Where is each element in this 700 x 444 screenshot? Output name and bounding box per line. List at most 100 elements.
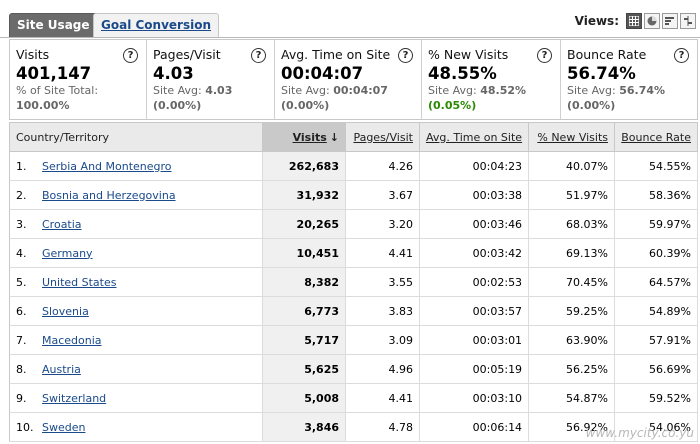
pages-visit-cell: 4.41 <box>345 238 420 268</box>
table-row: 2. Bosnia and Herzegovina 31,932 3.67 00:03:… <box>9 180 699 210</box>
new-visits-cell: 59.25% <box>528 296 615 326</box>
tab-site-usage[interactable]: Site Usage <box>9 13 98 37</box>
avg-time-cell: 00:03:01 <box>419 325 530 355</box>
col-header-visits[interactable]: Visits ↓ <box>261 122 347 152</box>
metric-avg-time: Avg. Time on Site 00:04:07 Site Avg: 00:… <box>275 40 422 119</box>
table-row: 5. United States 8,382 3.55 00:02:53 70.45% 64… <box>9 267 699 297</box>
row-index: 10. <box>16 420 34 434</box>
table-row: 10. Sweden 3,846 4.78 00:06:14 56.92% 54.06% <box>9 412 699 442</box>
pages-visit-cell: 4.78 <box>345 412 420 442</box>
metric-sub-change: (0.05%) <box>428 99 477 112</box>
help-icon[interactable]: ? <box>123 48 138 63</box>
country-link[interactable]: Sweden <box>42 420 86 434</box>
col-header-new-visits[interactable]: % New Visits <box>528 122 615 152</box>
watermark-text: www.mycity.co.yu <box>585 426 694 440</box>
table-row: 3. Croatia 20,265 3.20 00:03:46 68.03% 59.97% <box>9 209 699 239</box>
new-visits-cell: 51.97% <box>528 180 615 210</box>
col-header-pages-visit[interactable]: Pages/Visit <box>345 122 420 152</box>
metric-title: Visits <box>16 47 50 62</box>
metric-value: 56.74% <box>567 64 636 83</box>
metric-sub: Site Avg: 56.74% <box>567 84 666 97</box>
metric-new-visits: % New Visits 48.55% Site Avg: 48.52% (0.… <box>422 40 561 119</box>
report-tab-bar: Site Usage Goal Conversion Views: <box>0 0 700 38</box>
table-row: 1. Serbia And Montenegro 262,683 4.26 00:04:… <box>9 151 699 181</box>
visits-cell: 5,625 <box>262 354 347 384</box>
bounce-rate-cell: 64.57% <box>614 267 699 297</box>
avg-time-cell: 00:04:23 <box>419 151 530 181</box>
metric-sub: Site Avg: 48.52% <box>428 84 527 97</box>
metric-value: 48.55% <box>428 64 497 83</box>
pages-visit-cell: 4.26 <box>345 151 420 181</box>
row-index: 1. <box>16 159 27 173</box>
visits-cell: 5,008 <box>262 383 347 413</box>
help-icon[interactable]: ? <box>398 48 413 63</box>
help-icon[interactable]: ? <box>251 48 266 63</box>
pages-visit-cell: 3.67 <box>345 180 420 210</box>
new-visits-cell: 54.87% <box>528 383 615 413</box>
visits-cell: 3,846 <box>262 412 347 442</box>
country-cell: 10. Sweden <box>9 412 263 442</box>
visits-cell: 10,451 <box>262 238 347 268</box>
country-link[interactable]: Macedonia <box>42 333 102 347</box>
country-link[interactable]: United States <box>42 275 117 289</box>
pie-view-icon[interactable] <box>644 13 660 29</box>
comparison-view-icon[interactable] <box>680 13 696 29</box>
row-index: 2. <box>16 188 27 202</box>
metric-sub-change: (0.00%) <box>281 99 330 112</box>
views-label: Views: <box>574 14 619 28</box>
country-cell: 6. Slovenia <box>9 296 263 326</box>
col-header-avg-time[interactable]: Avg. Time on Site <box>418 122 530 152</box>
pages-visit-cell: 3.09 <box>345 325 420 355</box>
country-link[interactable]: Slovenia <box>42 304 89 318</box>
visits-cell: 20,265 <box>262 209 347 239</box>
country-cell: 9. Switzerland <box>9 383 263 413</box>
metric-title: % New Visits <box>428 47 509 62</box>
row-index: 5. <box>16 275 27 289</box>
country-link[interactable]: Bosnia and Herzegovina <box>42 188 176 202</box>
new-visits-cell: 40.07% <box>528 151 615 181</box>
bounce-rate-cell: 54.89% <box>614 296 699 326</box>
metric-sub-total: 100.00% <box>16 99 70 112</box>
col-header-bounce-rate[interactable]: Bounce Rate <box>613 122 699 152</box>
row-index: 8. <box>16 362 27 376</box>
country-link[interactable]: Croatia <box>42 217 82 231</box>
new-visits-cell: 69.13% <box>528 238 615 268</box>
metric-title: Bounce Rate <box>567 47 647 62</box>
metric-sub-change: (0.00%) <box>567 99 616 112</box>
avg-time-cell: 00:03:10 <box>419 383 530 413</box>
country-cell: 1. Serbia And Montenegro <box>9 151 263 181</box>
country-link[interactable]: Austria <box>42 362 81 376</box>
table-row: 9. Switzerland 5,008 4.41 00:03:10 54.87% 59.5… <box>9 383 699 413</box>
country-cell: 2. Bosnia and Herzegovina <box>9 180 263 210</box>
avg-time-cell: 00:05:19 <box>419 354 530 384</box>
table-row: 6. Slovenia 6,773 3.83 00:03:57 59.25% 54.89% <box>9 296 699 326</box>
bounce-rate-cell: 57.91% <box>614 325 699 355</box>
pages-visit-cell: 3.83 <box>345 296 420 326</box>
row-index: 9. <box>16 391 27 405</box>
new-visits-cell: 70.45% <box>528 267 615 297</box>
country-link[interactable]: Serbia And Montenegro <box>42 159 172 173</box>
visits-cell: 8,382 <box>262 267 347 297</box>
pages-visit-cell: 4.96 <box>345 354 420 384</box>
bounce-rate-cell: 59.97% <box>614 209 699 239</box>
metric-sub: Site Avg: 4.03 <box>153 84 233 97</box>
table-row: 7. Macedonia 5,717 3.09 00:03:01 63.90% 57.91% <box>9 325 699 355</box>
help-icon[interactable]: ? <box>537 48 552 63</box>
new-visits-cell: 56.25% <box>528 354 615 384</box>
metric-title: Pages/Visit <box>153 47 221 62</box>
avg-time-cell: 00:06:14 <box>419 412 530 442</box>
table-row: 8. Austria 5,625 4.96 00:05:19 56.25% 56.69% <box>9 354 699 384</box>
sort-arrow-icon: ↓ <box>329 130 339 144</box>
pages-visit-cell: 3.55 <box>345 267 420 297</box>
country-link[interactable]: Switzerland <box>42 391 107 405</box>
country-link[interactable]: Germany <box>42 246 93 260</box>
visits-cell: 262,683 <box>262 151 347 181</box>
row-index: 7. <box>16 333 27 347</box>
tab-goal-conversion[interactable]: Goal Conversion <box>93 13 219 37</box>
new-visits-cell: 68.03% <box>528 209 615 239</box>
visits-cell: 31,932 <box>262 180 347 210</box>
help-icon[interactable]: ? <box>674 48 689 63</box>
performance-view-icon[interactable] <box>662 13 678 29</box>
country-cell: 5. United States <box>9 267 263 297</box>
table-view-icon[interactable] <box>626 13 642 29</box>
